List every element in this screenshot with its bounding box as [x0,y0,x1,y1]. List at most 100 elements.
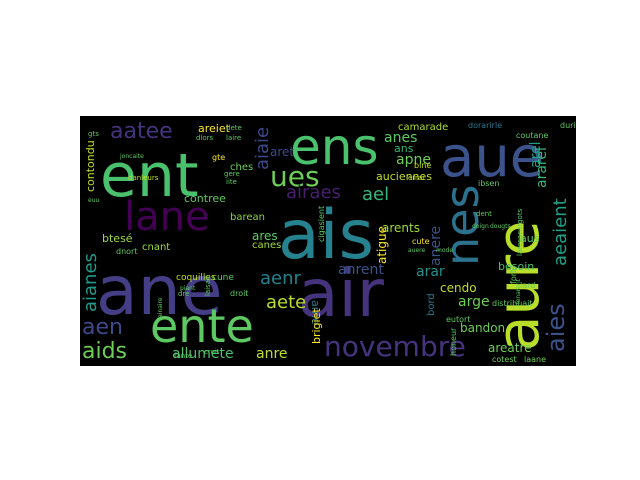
word-ens: ens [290,118,379,176]
word-aids: aids [82,339,127,364]
word-lard: lard [520,281,535,290]
word-ans: ans [394,142,414,155]
word-honeur: honeur [449,327,458,356]
word-airaes: airaes [286,182,341,203]
word-distribuait: distribuait [492,299,533,308]
word-lenarent: lenarent [515,278,522,304]
word-dete: dete [226,124,242,132]
word-aenr: aenr [260,268,302,289]
word-dougts: dougts [490,223,511,230]
word-dorarirle: dorarirle [468,121,502,130]
word-novembre: novembre [324,330,466,363]
word-auere: auere [408,247,426,254]
word-areatre: areatre [488,341,532,355]
word-aeaient: aeaient [550,198,571,266]
word-gts: gts [88,130,99,138]
word-ches: ches [230,162,253,173]
word-nes: nes [435,185,489,266]
word-barean: barean [230,212,265,223]
word-eutort: eutort [446,315,470,324]
word-aies: aies [542,303,570,352]
word-ais: ais [278,196,374,275]
word-allumete: allumete [172,346,234,362]
word-canes: canes [252,240,281,251]
word-ues: ues [270,160,320,193]
word-lane: lane [124,194,210,240]
word-ente: ente [150,299,254,353]
word-cloud-image: ais air ane ent aue ens aure ente nes la… [80,116,576,366]
word-piant: piant [180,285,196,292]
word-laresacargots: laresacargots [516,208,524,256]
word-cendo: cendo [440,281,477,295]
word-aus: aus [520,232,540,245]
word-joncaite: joncaite [119,153,144,160]
word-ararel: ararel [534,147,550,188]
word-arents: arents [382,221,420,235]
word-camarade: camarade [398,122,448,133]
word-anere: anere [428,226,444,266]
word-arel: arel [528,141,544,168]
word-bine: bine [414,161,431,170]
word-laire: laire [226,134,241,142]
word-besoin: besoin [498,260,534,273]
word-croit: croit [204,348,220,356]
word-ibsen: ibsen [478,179,499,188]
word-anes: anes [384,130,417,146]
word-cotest: cotest [492,355,517,364]
word-danleurs: danleurs [128,174,159,182]
word-errai: errai [408,174,424,182]
word-cune: cune [212,273,234,283]
word-gte: gte [212,153,225,162]
word-ael: ael [362,184,389,205]
word-aue: aue [440,125,544,190]
word-atigue: atigue [375,226,389,264]
word-aianes: aianes [80,253,101,312]
word-aure: aure [484,220,552,351]
word-mode: mode [436,247,453,254]
word-cigasient: cigasient [317,206,326,242]
word-contondu: contondu [84,140,97,192]
word-ent: ent [100,141,198,211]
word-apne: apne [396,152,431,168]
word-euu: euu [88,197,99,204]
word-iite: iite [226,178,237,186]
word-auciennes: auciennes [376,170,432,183]
word-dre: dre [178,290,189,298]
word-arne: arne [309,300,322,325]
word-aatee: aatee [110,119,173,144]
word-fante: fante [174,352,192,360]
word-bandon: bandon [460,321,505,335]
word-arar: arar [416,264,445,280]
word-durians: durians [560,121,576,130]
word-aret: aret [270,145,294,159]
word-aete: aete [266,292,306,313]
word-anre: anre [256,346,288,362]
word-cute: cute [412,237,430,246]
word-cnant: cnant [142,242,170,253]
word-contree: contree [184,192,226,205]
word-dlors: dlors [196,134,214,142]
word-cloud-background [80,116,576,366]
word-air: air [298,255,385,332]
word-arge: arge [458,294,490,310]
word-ares: ares [252,229,278,243]
word-coutane: coutane [516,131,548,140]
word-laane: laane [524,355,546,364]
word-forts: forts [509,266,518,284]
word-aen: aen [82,315,123,340]
word-coquilles: coquilles [176,273,216,283]
word-doign: doign [472,223,489,230]
word-brigiet: brigiet [310,308,323,344]
word-droit: droit [230,289,248,298]
word-btese: btesé [102,232,133,245]
word-fainaire: fainaire [157,297,164,320]
word-dent: dent [476,210,492,218]
word-laisait: laisait [204,275,212,296]
word-dnort: dnort [116,247,137,256]
word-areiet: areiet [198,122,231,135]
word-gere: gere [224,170,240,178]
word-anrent: anrent [338,262,384,278]
word-ane: ane [96,252,223,331]
word-bord: bord [426,293,437,316]
